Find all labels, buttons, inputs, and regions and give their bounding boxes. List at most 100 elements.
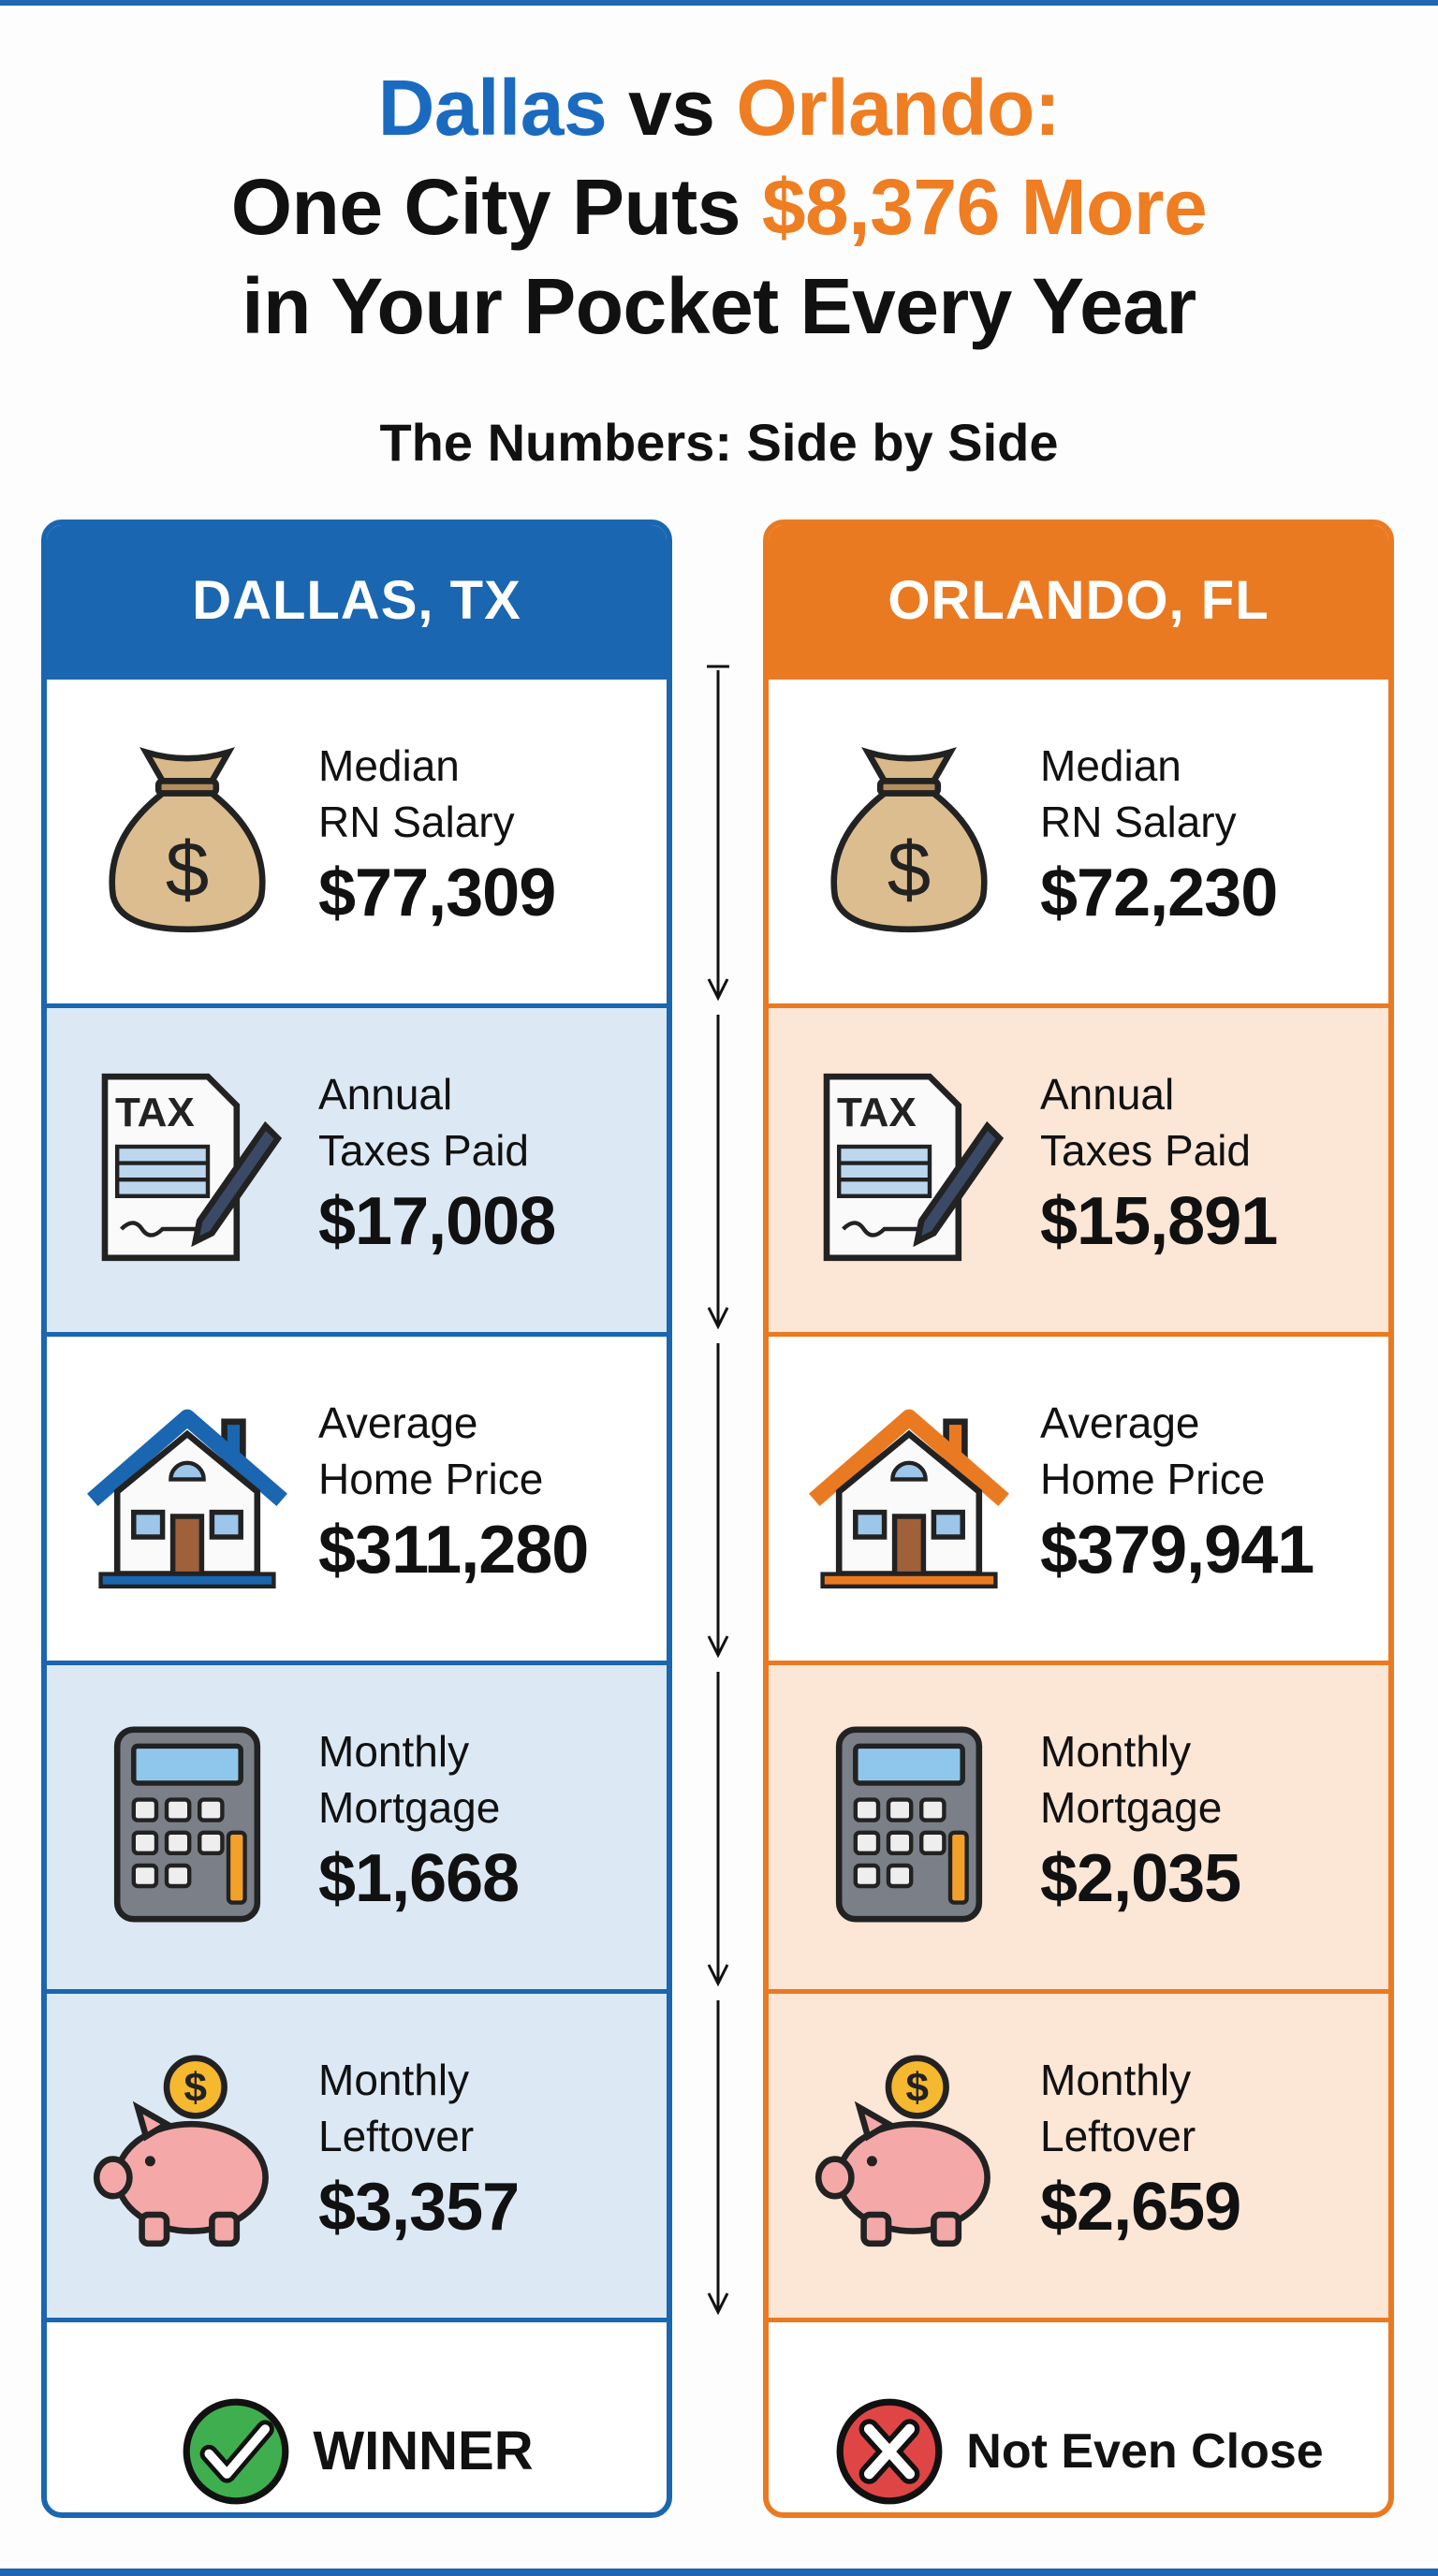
page-title: Dallas vs Orlando: One City Puts $8,376 … bbox=[0, 58, 1438, 356]
metric-label-line1: Monthly bbox=[1040, 1727, 1192, 1776]
piggy-bank-icon: $ bbox=[93, 2055, 269, 2247]
svg-text:$: $ bbox=[906, 2065, 929, 2111]
svg-text:TAX: TAX bbox=[837, 1090, 917, 1135]
money-bag-icon: $ bbox=[84, 736, 290, 942]
orlando-verdict: Not Even Close bbox=[769, 2318, 1388, 2512]
metric-row: $ Median RN Salary $77,309 bbox=[47, 675, 667, 1003]
title-amount: $8,376 More bbox=[761, 163, 1208, 251]
down-arrow-icon bbox=[707, 1015, 729, 1330]
loser-label: Not Even Close bbox=[966, 2423, 1324, 2479]
metric-text: Monthly Mortgage $1,668 bbox=[318, 1723, 520, 1922]
metric-value: $72,230 bbox=[1040, 856, 1278, 930]
metric-text: Monthly Mortgage $2,035 bbox=[1040, 1723, 1241, 1922]
check-circle-icon bbox=[183, 2398, 289, 2504]
metric-row: Monthly Mortgage $1,668 bbox=[47, 1661, 667, 1989]
dallas-header: DALLAS, TX bbox=[47, 525, 667, 675]
metric-value: $2,035 bbox=[1040, 1841, 1241, 1916]
metric-label-line1: Average bbox=[318, 1398, 478, 1447]
down-arrow-icon bbox=[707, 1672, 729, 1987]
dallas-verdict: WINNER bbox=[47, 2318, 667, 2512]
svg-text:$: $ bbox=[888, 826, 932, 914]
piggy-bank-icon: $ bbox=[814, 2055, 990, 2247]
metric-value: $15,891 bbox=[1040, 1184, 1278, 1259]
metric-label-line2: RN Salary bbox=[1040, 798, 1237, 846]
svg-text:TAX: TAX bbox=[115, 1090, 195, 1135]
tax-form-icon: TAX bbox=[101, 1073, 283, 1262]
house-icon bbox=[806, 1393, 1012, 1599]
piggy-bank-icon: $ bbox=[806, 2050, 1012, 2256]
down-arrow-icon bbox=[707, 2000, 729, 2316]
svg-text:$: $ bbox=[184, 2065, 207, 2111]
metric-value: $77,309 bbox=[318, 856, 556, 930]
metric-label-line2: Taxes Paid bbox=[1040, 1126, 1252, 1175]
calculator-icon bbox=[84, 1721, 290, 1927]
house-icon bbox=[809, 1409, 1009, 1588]
metric-label-line1: Median bbox=[1040, 741, 1181, 790]
down-arrow-icon bbox=[707, 1343, 729, 1659]
bottom-accent-bar bbox=[0, 2569, 1438, 2576]
metric-label-line2: Leftover bbox=[318, 2112, 475, 2160]
metric-label-line1: Annual bbox=[1040, 1070, 1175, 1119]
tax-form-icon: TAX bbox=[806, 1064, 1012, 1270]
metric-value: $2,659 bbox=[1040, 2170, 1241, 2245]
metric-value: $379,941 bbox=[1040, 1513, 1314, 1588]
subtitle: The Numbers: Side by Side bbox=[379, 413, 1059, 472]
metric-text: Average Home Price $379,941 bbox=[1040, 1395, 1314, 1593]
metric-label-line1: Monthly bbox=[318, 1727, 470, 1776]
calculator-icon bbox=[835, 1726, 983, 1923]
title-vs: vs bbox=[628, 64, 715, 152]
metric-label-line2: Taxes Paid bbox=[318, 1126, 530, 1175]
metric-text: Median RN Salary $72,230 bbox=[1040, 738, 1278, 936]
winner-label: WINNER bbox=[313, 2421, 534, 2481]
title-city-b: Orlando: bbox=[736, 64, 1061, 152]
house-icon bbox=[87, 1409, 287, 1588]
metric-text: Annual Taxes Paid $15,891 bbox=[1040, 1066, 1278, 1265]
title-line2: One City Puts bbox=[230, 163, 741, 251]
metric-value: $3,357 bbox=[318, 2170, 520, 2245]
metric-label-line2: Home Price bbox=[1040, 1455, 1266, 1503]
top-accent-bar bbox=[0, 0, 1438, 6]
calculator-icon bbox=[806, 1721, 1012, 1927]
metric-row: $ Median RN Salary $72,230 bbox=[769, 675, 1388, 1003]
money-bag-icon: $ bbox=[830, 747, 988, 933]
calculator-icon bbox=[113, 1726, 261, 1923]
metric-label-line1: Monthly bbox=[318, 2056, 470, 2104]
metric-text: Monthly Leftover $2,659 bbox=[1040, 2052, 1241, 2250]
tax-form-icon: TAX bbox=[823, 1073, 1005, 1262]
orlando-column: ORLANDO, FL $ Median RN Salary $72,230 T… bbox=[763, 520, 1394, 2518]
metric-label-line1: Monthly bbox=[1040, 2056, 1192, 2104]
metric-value: $17,008 bbox=[318, 1184, 556, 1259]
metric-label-line2: Leftover bbox=[1040, 2112, 1196, 2160]
metric-label-line1: Average bbox=[1040, 1398, 1200, 1447]
money-bag-icon: $ bbox=[109, 747, 266, 933]
metric-row: Average Home Price $311,280 bbox=[47, 1332, 667, 1661]
metric-row: TAX Annual Taxes Paid $15,891 bbox=[769, 1003, 1388, 1332]
orlando-header: ORLANDO, FL bbox=[769, 525, 1388, 675]
row-flow-arrows bbox=[707, 665, 729, 2316]
x-circle-icon bbox=[836, 2398, 943, 2504]
svg-text:$: $ bbox=[166, 826, 209, 914]
metric-text: Average Home Price $311,280 bbox=[318, 1395, 589, 1593]
metric-text: Monthly Leftover $3,357 bbox=[318, 2052, 520, 2250]
dallas-column: DALLAS, TX $ Median RN Salary $77,309 TA… bbox=[41, 520, 672, 2518]
metric-text: Annual Taxes Paid $17,008 bbox=[318, 1066, 556, 1265]
metric-value: $1,668 bbox=[318, 1841, 520, 1916]
title-city-a: Dallas bbox=[377, 64, 608, 152]
metric-row: Monthly Mortgage $2,035 bbox=[769, 1661, 1388, 1989]
metric-label-line2: Mortgage bbox=[1040, 1783, 1223, 1832]
metric-row: $ Monthly Leftover $3,357 bbox=[47, 1989, 667, 2318]
metric-label-line1: Median bbox=[318, 741, 460, 790]
tax-form-icon: TAX bbox=[84, 1064, 290, 1270]
money-bag-icon: $ bbox=[806, 736, 1012, 942]
metric-row: $ Monthly Leftover $2,659 bbox=[769, 1989, 1388, 2318]
metric-text: Median RN Salary $77,309 bbox=[318, 738, 556, 936]
piggy-bank-icon: $ bbox=[84, 2050, 290, 2256]
down-arrow-icon bbox=[707, 670, 729, 1002]
metric-row: Average Home Price $379,941 bbox=[769, 1332, 1388, 1661]
metric-label-line2: RN Salary bbox=[318, 798, 515, 846]
house-icon bbox=[84, 1393, 290, 1599]
metric-label-line2: Mortgage bbox=[318, 1783, 501, 1832]
metric-label-line1: Annual bbox=[318, 1070, 453, 1119]
metric-label-line2: Home Price bbox=[318, 1455, 544, 1503]
title-line3: in Your Pocket Every Year bbox=[242, 262, 1196, 350]
